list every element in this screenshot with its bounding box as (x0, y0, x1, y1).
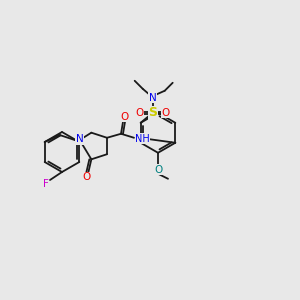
Text: O: O (162, 108, 170, 118)
Text: O: O (82, 172, 91, 182)
Text: O: O (120, 112, 128, 122)
Text: NH: NH (135, 134, 150, 144)
Text: O: O (154, 165, 162, 175)
Text: N: N (149, 93, 157, 103)
Text: F: F (43, 179, 49, 189)
Text: N: N (76, 134, 84, 144)
Text: S: S (148, 106, 157, 119)
Text: O: O (136, 108, 144, 118)
